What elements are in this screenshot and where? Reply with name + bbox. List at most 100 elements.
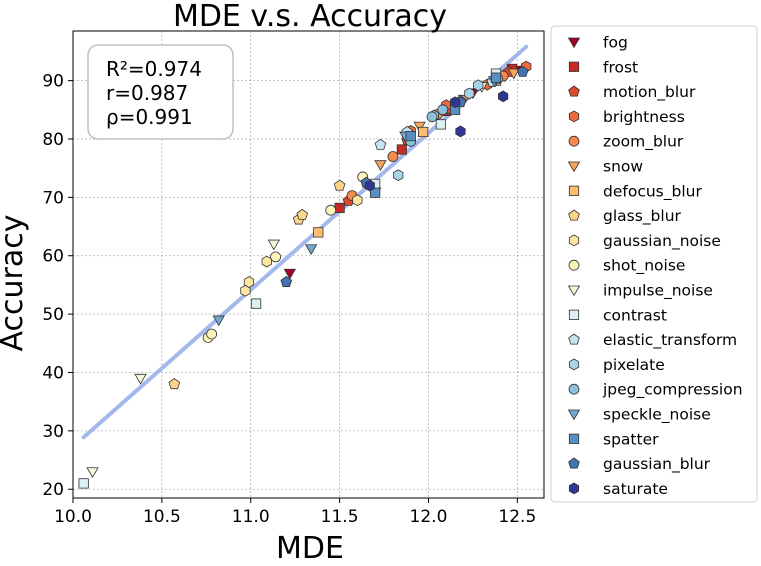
y-tick-label: 40 [42,363,64,383]
data-point-saturate [450,96,461,109]
data-point-shot-noise [325,204,337,216]
legend: fog frost motion_blur brightness zoom_blursn… [550,25,758,503]
legend-label: gaussian_blur [603,455,711,474]
data-points [78,60,532,489]
legend-marker-fog [567,37,581,49]
stat-spearman-rho: ρ=0.991 [106,105,193,129]
data-point-spatter [405,130,416,142]
y-tick-label: 70 [42,188,64,208]
data-point-saturate [364,179,375,192]
data-point-speckle-noise [212,315,225,327]
data-point-fog [283,268,297,280]
legend-marker-saturate [568,482,580,495]
data-point-jpeg-compression [437,104,449,116]
stats-box: R²=0.974 r=0.987 ρ=0.991 [87,44,234,140]
data-point-gaussian-blur [280,275,293,287]
data-point-gaussian-noise [261,255,272,268]
legend-label: gaussian_noise [603,232,721,251]
x-tick-label: 10.0 [54,507,92,527]
x-axis-title: MDE [276,531,344,566]
legend-marker-gaussian-blur [568,457,580,469]
legend-label: glass_blur [603,207,682,226]
x-axis: 10.0 10.5 11.0 11.5 12.0 12.5 [54,498,536,527]
data-point-glass-blur [296,208,309,220]
legend-label: defocus_blur [603,182,702,201]
x-tick-label: 10.5 [143,507,181,527]
stat-pearson-r: r=0.987 [106,81,188,105]
legend-marker-contrast [568,309,580,320]
data-point-jpeg-compression [426,111,438,123]
data-point-glass-blur [168,378,181,390]
legend-frame [550,25,758,503]
data-point-impulse-noise [86,467,99,479]
legend-label: brightness [603,108,685,126]
data-point-contrast [78,478,89,489]
data-point-zoom-blur [387,151,399,162]
legend-marker-spatter [568,433,580,444]
legend-label: pixelate [603,356,665,374]
legend-label: fog [603,34,628,52]
x-tick-label: 11.5 [321,507,359,527]
data-point-saturate [455,125,466,138]
legend-marker-pixelate [568,358,580,371]
chart-title: MDE v.s. Accuracy [173,0,447,34]
y-tick-label: 80 [42,130,64,150]
legend-label: jpeg_compression [602,381,743,400]
legend-label: shot_noise [603,257,685,276]
legend-label: impulse_noise [603,282,713,301]
legend-label: motion_blur [603,83,696,102]
x-tick-label: 11.0 [232,507,270,527]
legend-marker-zoom-blur [568,135,580,147]
x-tick-label: 12.5 [498,507,536,527]
data-point-saturate [498,90,509,103]
legend-marker-brightness [568,110,580,123]
legend-marker-elastic-transform [568,333,580,345]
legend-label: elastic_transform [603,331,737,350]
legend-marker-gaussian-noise [568,234,580,247]
data-point-speckle-noise [304,244,318,256]
legend-marker-impulse-noise [567,285,581,297]
data-point-shot-noise [270,251,282,263]
legend-label: spatter [603,430,659,448]
y-axis: 20 30 40 50 60 70 80 90 [42,72,73,500]
x-tick-label: 12.0 [410,507,448,527]
y-tick-label: 20 [42,480,64,500]
data-point-spatter [370,187,381,198]
legend-label: saturate [603,480,668,498]
legend-label: contrast [603,306,667,324]
legend-marker-jpeg-compression [568,383,580,395]
data-point-gaussian-noise [243,276,255,288]
data-point-gaussian-blur [516,65,529,77]
legend-marker-defocus-blur [568,185,580,196]
data-point-impulse-noise [267,239,281,251]
y-tick-label: 60 [42,247,64,267]
legend-marker-motion-blur [568,85,580,97]
data-point-glass-blur [333,179,346,191]
data-point-snow [374,160,387,171]
data-point-frost [396,144,407,155]
legend-label: frost [603,58,638,76]
legend-label: speckle_noise [603,406,711,425]
data-point-contrast [250,298,262,309]
data-point-spatter [490,72,502,83]
y-tick-label: 50 [42,305,64,325]
data-point-elastic-transform [374,138,387,150]
data-point-snow [507,68,520,80]
data-point-defocus-blur [418,126,429,138]
legend-marker-frost [568,61,580,72]
legend-marker-snow [567,161,581,173]
data-point-defocus-blur [313,227,324,238]
data-point-pixelate [393,169,404,182]
data-point-frost [334,202,345,213]
y-axis-title: Accuracy [0,215,30,352]
data-point-pixelate [464,87,475,100]
legend-marker-shot-noise [568,259,580,271]
data-point-gaussian-noise [352,194,363,207]
data-point-impulse-noise [134,373,147,385]
legend-label: snow [603,158,643,176]
stat-r-squared: R²=0.974 [106,57,202,81]
y-tick-label: 30 [42,422,64,442]
data-point-contrast [435,119,447,130]
y-tick-label: 90 [42,72,64,92]
